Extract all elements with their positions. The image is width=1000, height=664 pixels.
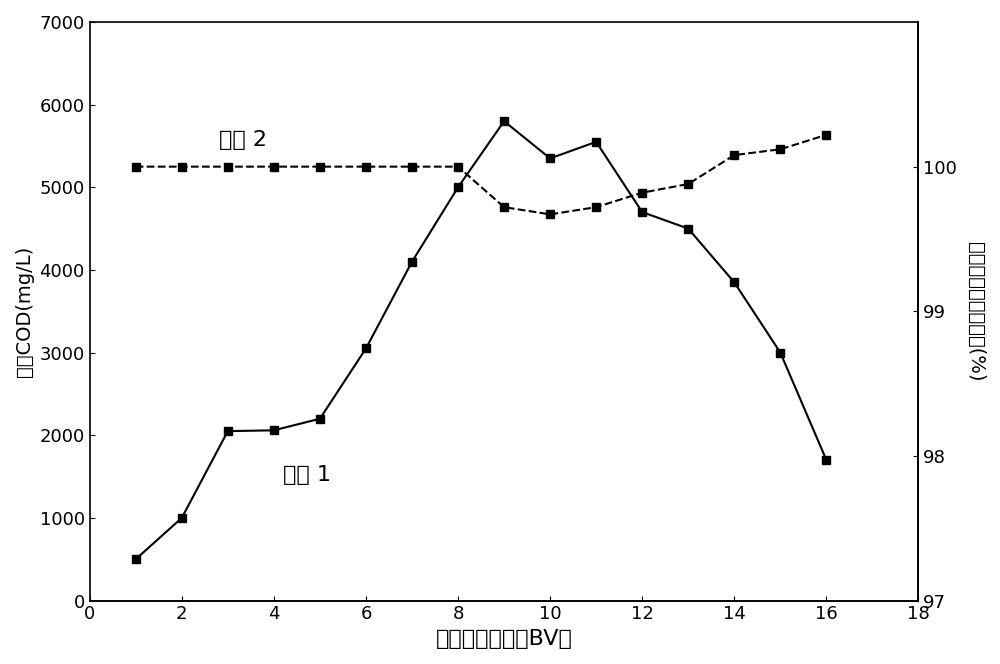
Y-axis label: 出水COD(mg/L): 出水COD(mg/L) [15,246,34,377]
Text: 曲线 1: 曲线 1 [283,465,331,485]
X-axis label: 处理废水体积（BV）: 处理废水体积（BV） [436,629,573,649]
Y-axis label: 出水中二甲脂去除率(%): 出水中二甲脂去除率(%) [966,242,985,381]
Text: 曲线 2: 曲线 2 [219,130,267,150]
